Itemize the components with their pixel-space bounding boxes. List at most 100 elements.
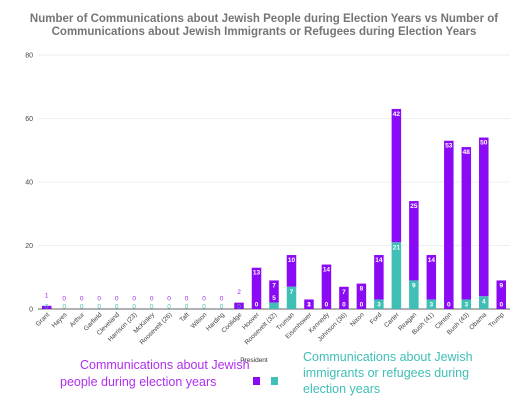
label-immigrants-1: 0: [62, 304, 66, 311]
y-tick-20: 20: [25, 243, 33, 250]
label-immigrants-0: 0: [45, 304, 49, 311]
label-jewish-people-11: 2: [237, 289, 241, 296]
label-jewish-people-26: 9: [499, 282, 503, 289]
label-jewish-people-9: 0: [202, 296, 206, 303]
label-jewish-people-17: 7: [342, 289, 346, 296]
bar-immigrants-19: [374, 299, 384, 309]
label-immigrants-13: 5: [272, 295, 276, 302]
label-jewish-people-14: 10: [288, 257, 296, 264]
label-jewish-people-4: 0: [115, 296, 119, 303]
label-immigrants-22: 3: [430, 301, 434, 308]
bar-jewish-people-22: [426, 255, 437, 300]
x-tick-label-0: Grant: [35, 311, 52, 328]
bar-jewish-people-20: [391, 108, 402, 243]
label-jewish-people-16: 14: [323, 267, 331, 274]
label-immigrants-24: 3: [464, 301, 468, 308]
bar-immigrants-20: [391, 242, 402, 309]
label-immigrants-12: 0: [255, 302, 259, 309]
y-tick-80: 80: [25, 53, 33, 60]
bar-jewish-people-19: [374, 255, 384, 300]
bar-jewish-people-17: [339, 286, 349, 309]
label-jewish-people-1: 0: [62, 296, 66, 303]
bar-jewish-people-13: [269, 280, 279, 303]
bar-immigrants-22: [426, 299, 437, 309]
label-immigrants-21: 9: [412, 282, 416, 289]
bar-immigrants-14: [286, 286, 297, 309]
y-tick-60: 60: [25, 116, 33, 123]
x-tick-label-18: Nixon: [349, 311, 366, 328]
bar-jewish-people-18: [356, 283, 367, 309]
x-tick-label-25: Obama: [468, 311, 488, 331]
legend-entry-immigrants-line-3: election years: [303, 382, 380, 396]
label-immigrants-7: 0: [167, 304, 171, 311]
label-jewish-people-23: 53: [445, 143, 453, 150]
bar-jewish-people-11: [234, 302, 244, 309]
legend-swatch-immigrants: [271, 377, 278, 385]
label-immigrants-11: 0: [237, 304, 241, 311]
label-jewish-people-0: 1: [45, 292, 49, 299]
legend-entry-immigrants-line-2: immigrants or refugees during: [303, 366, 469, 380]
legend-entry-jewish-people-line-2: people during election years: [60, 375, 216, 389]
label-jewish-people-24: 48: [463, 149, 471, 156]
label-immigrants-18: 0: [360, 302, 364, 309]
label-jewish-people-2: 0: [80, 296, 84, 303]
label-immigrants-14: 7: [290, 289, 294, 296]
label-jewish-people-15: 3: [307, 301, 311, 308]
label-immigrants-4: 0: [115, 304, 119, 311]
legend-entry-immigrants-line-1: Communications about Jewish: [303, 350, 473, 364]
label-jewish-people-6: 0: [150, 296, 154, 303]
chart-title-line-2: Communications about Jewish Immigrants o…: [52, 26, 477, 38]
bar-jewish-people-26: [496, 280, 507, 309]
bar-jewish-people-23: [444, 140, 454, 309]
label-jewish-people-8: 0: [185, 296, 189, 303]
bar-immigrants-24: [461, 299, 472, 309]
bar-jewish-people-0: [41, 305, 52, 309]
y-tick-0: 0: [29, 307, 33, 314]
bar-jewish-people-24: [461, 147, 472, 300]
label-jewish-people-12: 13: [253, 270, 261, 277]
label-immigrants-26: 0: [499, 302, 503, 309]
bar-jewish-people-14: [286, 255, 297, 287]
x-tick-label-26: Trump: [488, 311, 506, 329]
label-jewish-people-25: 50: [480, 140, 488, 147]
x-tick-label-19: Ford: [369, 311, 384, 326]
label-immigrants-3: 0: [97, 304, 101, 311]
label-immigrants-17: 0: [342, 302, 346, 309]
label-immigrants-19: 3: [377, 301, 381, 308]
label-immigrants-23: 0: [447, 302, 451, 309]
label-immigrants-25: 4: [482, 298, 486, 305]
x-tick-label-13: Roosevelt (32): [244, 311, 279, 346]
x-tick-label-7: Roosevelt (26): [139, 311, 174, 346]
label-immigrants-16: 0: [325, 302, 329, 309]
chart-title-line-1: Number of Communications about Jewish Pe…: [30, 13, 498, 25]
label-jewish-people-3: 0: [97, 296, 101, 303]
legend-title: President: [240, 357, 268, 364]
bar-jewish-people-12: [251, 267, 262, 309]
label-jewish-people-20: 42: [393, 111, 401, 118]
label-jewish-people-5: 0: [132, 296, 136, 303]
label-jewish-people-21: 25: [410, 203, 418, 210]
label-immigrants-6: 0: [150, 304, 154, 311]
x-tick-label-8: Taft: [179, 311, 191, 323]
bar-jewish-people-21: [409, 201, 419, 281]
label-jewish-people-10: 0: [220, 296, 224, 303]
label-immigrants-8: 0: [185, 304, 189, 311]
label-jewish-people-19: 14: [375, 257, 383, 264]
legend-entry-jewish-people-line-1: Communications about Jewish: [80, 358, 250, 372]
bar-immigrants-21: [409, 280, 419, 309]
label-jewish-people-13: 7: [272, 282, 276, 289]
x-tick-label-1: Hayes: [51, 311, 70, 330]
bar-jewish-people-25: [479, 137, 489, 297]
label-immigrants-15: 1: [307, 302, 311, 309]
label-jewish-people-18: 8: [360, 286, 364, 293]
label-immigrants-10: 0: [220, 304, 224, 311]
bar-jewish-people-16: [321, 264, 332, 309]
label-immigrants-9: 0: [202, 304, 206, 311]
label-jewish-people-22: 14: [428, 257, 436, 264]
label-immigrants-20: 21: [393, 244, 401, 251]
label-jewish-people-7: 0: [167, 296, 171, 303]
label-immigrants-2: 0: [80, 304, 84, 311]
y-tick-40: 40: [25, 180, 33, 187]
